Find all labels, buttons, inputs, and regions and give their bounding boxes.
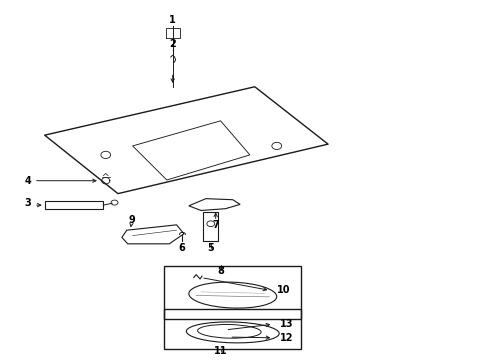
Text: 12: 12 [280,333,294,343]
Bar [164,266,301,319]
Text: 9: 9 [128,215,135,225]
Text: 4: 4 [24,176,31,186]
Text: 3: 3 [24,198,31,208]
Text: 10: 10 [277,285,291,296]
Text: 8: 8 [217,266,224,276]
Text: 11: 11 [214,346,227,356]
Text: 2: 2 [170,40,176,49]
Text: 5: 5 [207,243,214,253]
Text: 7: 7 [212,220,219,230]
Text: 13: 13 [280,319,294,329]
Text: 6: 6 [178,243,185,253]
Bar [164,309,301,348]
Text: 1: 1 [170,15,176,26]
